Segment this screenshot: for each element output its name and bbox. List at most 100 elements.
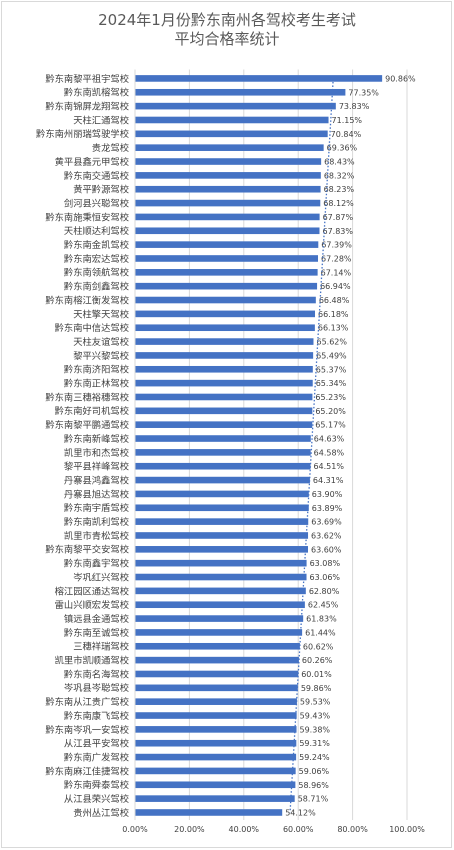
- category-label: 黄平县鑫元甲驾校: [55, 156, 129, 168]
- data-label: 59.31%: [299, 739, 330, 748]
- bar: [135, 449, 311, 456]
- data-label: 77.35%: [348, 88, 379, 97]
- category-label: 丹寨县旭达驾校: [64, 488, 129, 500]
- data-label: 67.39%: [321, 241, 352, 250]
- category-label: 黔东南新峰驾校: [64, 433, 129, 445]
- bar: [135, 282, 318, 290]
- bar: [135, 88, 346, 96]
- data-label: 61.44%: [305, 628, 336, 637]
- category-label: 黔东南黎平鹏通驾校: [45, 419, 129, 431]
- data-label: 66.18%: [318, 310, 349, 319]
- category-label: 黔东南凯利驾校: [64, 516, 129, 528]
- data-label: 63.90%: [312, 490, 343, 499]
- category-label: 三穗祥瑞驾校: [73, 641, 129, 653]
- bar: [135, 185, 321, 193]
- category-label: 黔东南鑫宇驾校: [64, 558, 129, 570]
- category-label: 黔东南施秉恒安驾校: [45, 211, 129, 223]
- data-label: 67.28%: [321, 254, 352, 263]
- bar: [135, 102, 336, 110]
- data-label: 63.06%: [310, 573, 341, 582]
- data-label: 70.84%: [331, 130, 362, 139]
- category-label: 黔东南广发驾校: [64, 751, 129, 763]
- data-label: 65.23%: [315, 393, 346, 402]
- x-tick-label: 40.00%: [229, 825, 260, 834]
- category-label: 岑巩县岑聪驾校: [64, 682, 129, 694]
- bar: [135, 352, 314, 359]
- data-label: 65.37%: [316, 365, 347, 374]
- data-label: 66.94%: [320, 282, 351, 291]
- data-label: 58.96%: [298, 781, 329, 790]
- category-label: 黔东南金凯驾校: [64, 239, 129, 251]
- bar: [135, 795, 295, 802]
- category-label: 凯里市青松驾校: [64, 530, 129, 542]
- trendline: [289, 78, 334, 813]
- data-label: 67.87%: [323, 213, 354, 222]
- data-label: 62.45%: [308, 601, 339, 610]
- bar: [135, 255, 319, 262]
- data-label: 64.31%: [313, 476, 344, 485]
- category-label: 黔东南交通驾校: [64, 170, 129, 182]
- bar: [135, 767, 296, 775]
- x-tick-label: 60.00%: [283, 825, 314, 834]
- data-label: 59.86%: [301, 684, 332, 693]
- bar: [135, 656, 299, 664]
- data-label: 65.20%: [315, 407, 346, 416]
- bar: [135, 365, 313, 373]
- bar: [135, 421, 313, 428]
- category-label: 黔东南中信达驾校: [55, 322, 129, 334]
- category-label: 天柱友谊驾校: [73, 336, 129, 348]
- bar: [135, 338, 314, 345]
- data-label: 67.83%: [322, 227, 353, 236]
- bar: [135, 670, 299, 678]
- bar: [135, 573, 307, 581]
- category-label: 镇远县金通驾校: [64, 613, 129, 625]
- data-label: 71.15%: [332, 116, 363, 125]
- bar: [135, 241, 319, 248]
- category-label: 从江县荣兴驾校: [64, 793, 129, 805]
- category-label: 凯里市和杰驾校: [64, 447, 129, 459]
- bar: [135, 615, 304, 622]
- data-label: 65.62%: [316, 338, 347, 347]
- bar: [135, 726, 297, 733]
- category-label: 贵州丛江驾校: [73, 807, 129, 819]
- bar: [135, 712, 297, 719]
- bar: [135, 172, 321, 179]
- category-label: 黔东南宏达驾校: [64, 253, 129, 265]
- category-label: 黎平兴黎驾校: [73, 350, 129, 362]
- data-label: 60.26%: [302, 656, 333, 665]
- data-label: 69.36%: [327, 144, 358, 153]
- bar: [135, 739, 297, 747]
- bar: [135, 476, 310, 484]
- data-label: 63.08%: [310, 559, 341, 568]
- category-label: 黔东南岑巩一安驾校: [45, 724, 129, 736]
- data-label: 66.48%: [319, 296, 350, 305]
- bar: [135, 684, 298, 692]
- bar: [135, 227, 320, 235]
- bar: [135, 462, 311, 470]
- x-tick-label: 100.00%: [389, 825, 425, 834]
- bar: [135, 587, 306, 595]
- category-label: 黎平县祥峰驾校: [64, 461, 129, 473]
- category-label: 黔东南锦屏龙翔驾校: [45, 101, 129, 113]
- bar: [135, 532, 309, 539]
- data-label: 59.43%: [300, 712, 331, 721]
- data-label: 59.06%: [299, 767, 330, 776]
- category-label: 黔东南剑鑫驾校: [64, 281, 129, 293]
- category-label: 黔东南州丽瑞驾驶学校: [36, 128, 129, 140]
- data-label: 62.80%: [309, 587, 340, 596]
- chart-title-line-2: 平均合格率统计: [174, 30, 280, 48]
- data-label: 67.14%: [321, 268, 352, 277]
- bar: [135, 546, 308, 553]
- data-label: 63.89%: [312, 504, 343, 513]
- data-label: 60.01%: [301, 670, 332, 679]
- category-label: 从江县平安驾校: [64, 738, 129, 750]
- bar: [135, 130, 328, 138]
- category-label: 黔东南三穗裕穗驾校: [45, 391, 129, 403]
- category-label: 黔东南黎平交安驾校: [45, 544, 129, 556]
- category-label: 天柱汇通驾校: [73, 114, 129, 126]
- data-label: 66.13%: [318, 324, 349, 333]
- data-label: 68.43%: [324, 158, 355, 167]
- x-tick-label: 20.00%: [174, 825, 205, 834]
